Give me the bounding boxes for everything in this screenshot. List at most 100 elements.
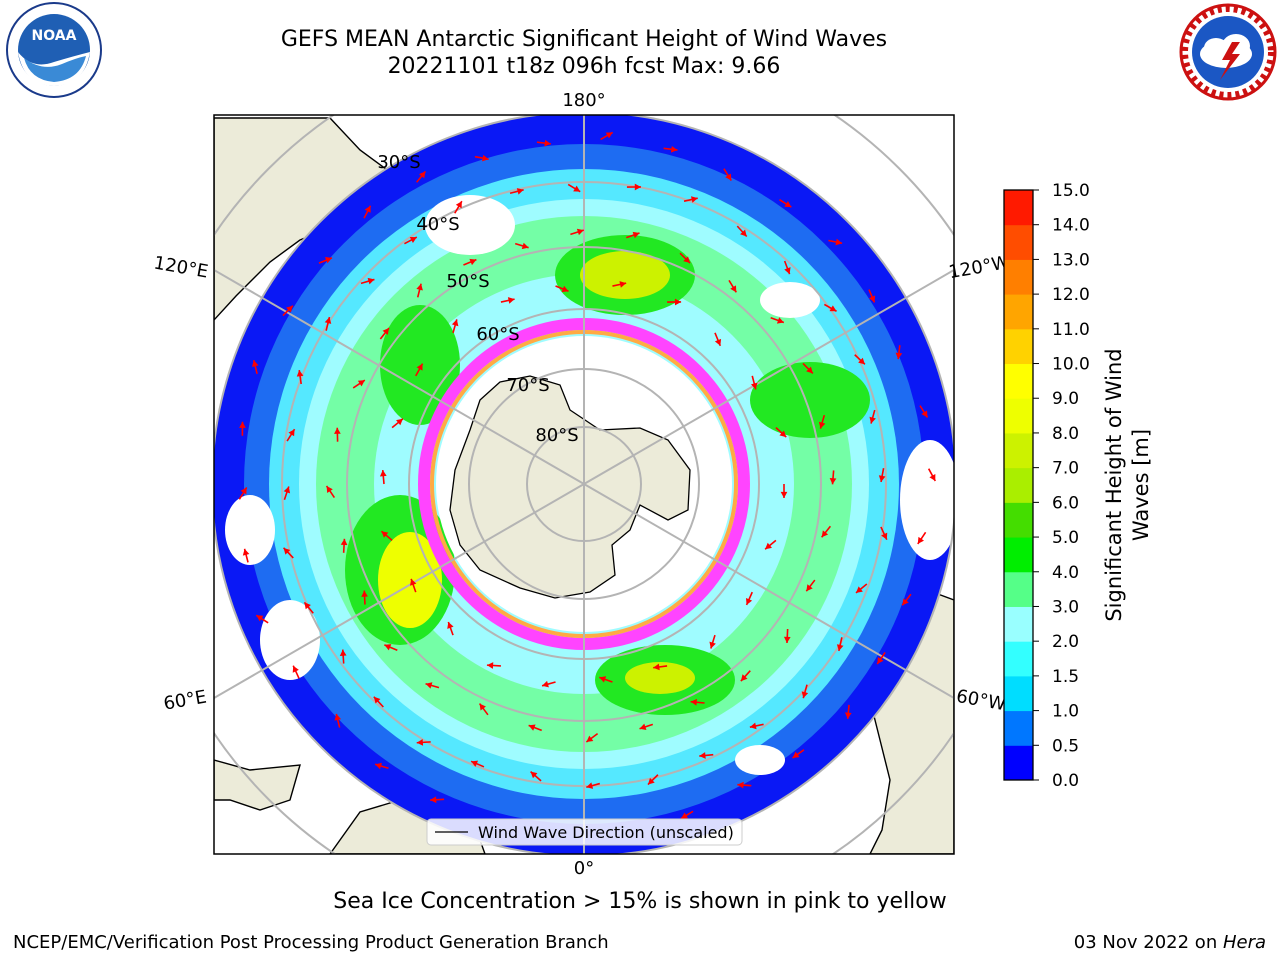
wave-direction-arrowhead <box>895 352 903 360</box>
wave-direction-arrowhead <box>334 713 342 721</box>
wave-direction-arrowhead <box>784 201 792 208</box>
noaa-logo: NOAA <box>6 2 102 98</box>
wave-direction-arrowhead <box>286 305 293 313</box>
wave-direction-arrowhead <box>699 752 706 759</box>
wave-direction-arrowhead <box>647 777 655 785</box>
wave-direction-arrowhead <box>632 231 640 239</box>
wave-direction-arrowhead <box>855 586 863 593</box>
wave-direction-arrowhead <box>528 724 536 731</box>
wave-direction-arrowhead <box>256 615 264 622</box>
wave-direction-arrowhead <box>740 229 747 237</box>
wave-direction-arrowhead <box>737 781 744 789</box>
wave-direction-arrowhead <box>749 722 757 730</box>
wave-direction-arrowhead <box>776 317 784 324</box>
run-date-text: 03 Nov 2022 on <box>1073 932 1223 953</box>
wave-direction-arrowhead <box>410 578 417 586</box>
wave-direction-arrowhead <box>836 644 844 651</box>
wave-direction-arrowhead <box>877 657 884 665</box>
wave-direction-arrowhead <box>288 429 295 437</box>
wave-direction-arrowhead <box>425 682 433 689</box>
colorbar-tick-label: 10.0 <box>1052 355 1090 375</box>
wave-direction-arrowhead <box>902 598 909 606</box>
wave-direction-arrowhead <box>829 305 837 312</box>
wave-direction-arrowhead <box>714 338 722 346</box>
wave-direction-arrowhead <box>239 421 246 428</box>
wave-direction-arrowhead <box>780 491 788 498</box>
colorbar-segment <box>1004 363 1033 399</box>
wave-direction-arrowhead <box>339 649 347 656</box>
wave-direction-arrowhead <box>471 760 479 767</box>
colorbar-tick-label: 5.0 <box>1052 528 1079 548</box>
wave-direction-arrowhead <box>521 242 529 250</box>
colorbar-segment <box>1004 398 1033 434</box>
colorbar-tick-label: 8.0 <box>1052 424 1079 444</box>
chart-title: GEFS MEAN Antarctic Significant Height o… <box>280 27 888 52</box>
wave-direction-arrowhead <box>740 674 748 682</box>
wave-direction-arrowhead <box>858 357 865 365</box>
colorbar-segment <box>1004 606 1033 642</box>
map-frame <box>213 114 955 855</box>
wave-direction-arrowhead <box>806 366 813 374</box>
wave-direction-arrowhead <box>868 295 876 303</box>
lon-label-60e: 60°E <box>162 686 208 714</box>
wave-direction-arrowhead <box>917 536 925 544</box>
wave-direction-arrowhead <box>806 584 813 592</box>
wave-direction-arrowhead <box>691 196 698 203</box>
colorbar-tick-label: 1.0 <box>1052 702 1079 722</box>
noaa-logo-text: NOAA <box>32 28 77 44</box>
colorbar-tick-label: 2.0 <box>1052 632 1079 652</box>
wave-direction-arrowhead <box>821 530 829 538</box>
wave-direction-arrowhead <box>516 188 524 195</box>
producer-credit: NCEP/EMC/Verification Post Processing Pr… <box>13 932 609 953</box>
colorbar-segment <box>1004 745 1033 781</box>
run-date: 03 Nov 2022 on Hera <box>1074 932 1266 953</box>
colorbar-segment <box>1004 432 1033 469</box>
wave-direction-arrowhead <box>670 145 678 153</box>
wave-direction-arrowhead <box>818 421 826 429</box>
lon-label-0: 0° <box>574 858 594 879</box>
colorbar: 0.0 0.5 1.0 1.5 2.0 3.0 4.0 5.0 6.0 7.0 8.0 9.0 10.0… <box>1003 181 1090 791</box>
colorbar-tick-label: 0.0 <box>1052 771 1079 791</box>
wave-direction-arrowhead <box>725 173 732 181</box>
colorbar-frame <box>1003 189 1034 781</box>
colorbar-tick-label: 12.0 <box>1052 285 1090 305</box>
wave-direction-arrowhead <box>730 285 737 293</box>
wave-direction-arrowhead <box>382 327 389 335</box>
wave-direction-arrowhead <box>681 812 689 819</box>
colorbar-segment <box>1004 502 1033 538</box>
lat-label-70s: 70°S <box>506 375 549 396</box>
wave-direction-arrowhead <box>283 486 291 494</box>
colorbar-tick-label: 3.0 <box>1052 597 1079 617</box>
wave-direction-arrowhead <box>304 602 311 610</box>
wave-direction-arrowhead <box>507 297 515 304</box>
sea-ice-note: Sea Ice Concentration > 15% is shown in … <box>333 889 947 914</box>
lat-label-80s: 80°S <box>535 425 578 446</box>
wave-direction-arrowhead <box>750 382 758 390</box>
lon-label-180: 180° <box>562 90 605 111</box>
wave-direction-arrowhead <box>375 762 382 770</box>
colorbar-segment <box>1004 190 1033 226</box>
colorbar-segment <box>1004 328 1033 365</box>
wave-direction-arrowhead <box>779 430 787 438</box>
wave-direction-arrowhead <box>929 474 936 482</box>
wave-direction-arrowhead <box>416 363 423 371</box>
lat-label-60s: 60°S <box>476 324 519 345</box>
wave-direction-arrowhead <box>605 132 613 139</box>
colorbar-tick-label: 0.5 <box>1052 736 1079 756</box>
wave-direction-arrowhead <box>451 319 459 327</box>
wave-direction-arrowhead <box>542 680 549 688</box>
colorbar-segment <box>1004 675 1033 712</box>
lat-label-30s: 30°S <box>377 152 420 173</box>
wave-direction-arrowhead <box>482 154 489 162</box>
colorbar-segment <box>1004 571 1033 607</box>
wave-direction-arrowhead <box>573 185 581 192</box>
wave-direction-arrowhead <box>379 470 387 477</box>
run-machine: Hera <box>1222 932 1266 953</box>
wave-direction-arrowhead <box>881 532 888 540</box>
wave-direction-arrowhead <box>242 548 250 556</box>
colorbar-tick-label: 11.0 <box>1052 320 1090 340</box>
wave-direction-arrowhead <box>296 370 304 377</box>
map-field <box>214 115 954 854</box>
wave-direction-arrowhead <box>373 696 381 704</box>
colorbar-segment <box>1004 710 1033 746</box>
